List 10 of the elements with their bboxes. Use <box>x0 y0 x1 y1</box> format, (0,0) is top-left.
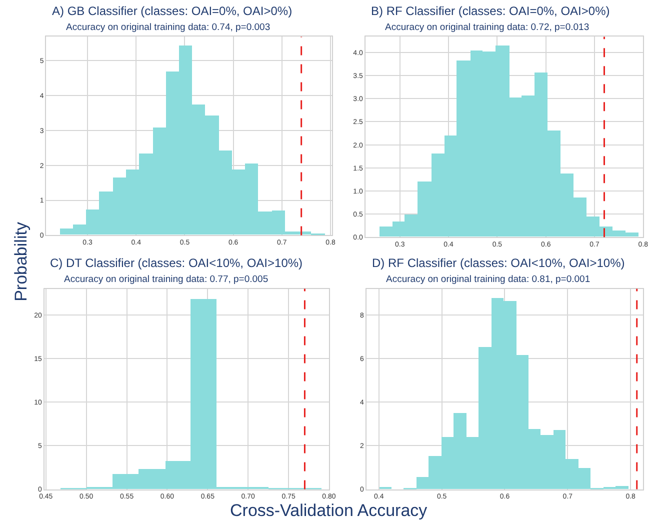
chart-subtitle: Accuracy on original training data: 0.74, p=0.003 <box>66 22 270 33</box>
chart-subtitle: Accuracy on original training data: 0.81, p=0.001 <box>386 274 590 285</box>
y-axis-title: Probability <box>11 222 30 302</box>
chart-title: C) DT Classifier (classes: OAI<10%, OAI>10%) <box>50 256 303 270</box>
chart-title: D) RF Classifier (classes: OAI<10%, OAI>10%) <box>372 256 625 270</box>
x-axis-title: Cross-Validation Accuracy <box>230 501 428 520</box>
chart-title: B) RF Classifier (classes: OAI=0%, OAI>0%) <box>371 4 610 18</box>
chart-title: A) GB Classifier (classes: OAI=0%, OAI>0%) <box>52 4 292 18</box>
chart-subtitle: Accuracy on original training data: 0.77, p=0.005 <box>64 274 268 285</box>
chart-subtitle: Accuracy on original training data: 0.72, p=0.013 <box>385 22 590 33</box>
